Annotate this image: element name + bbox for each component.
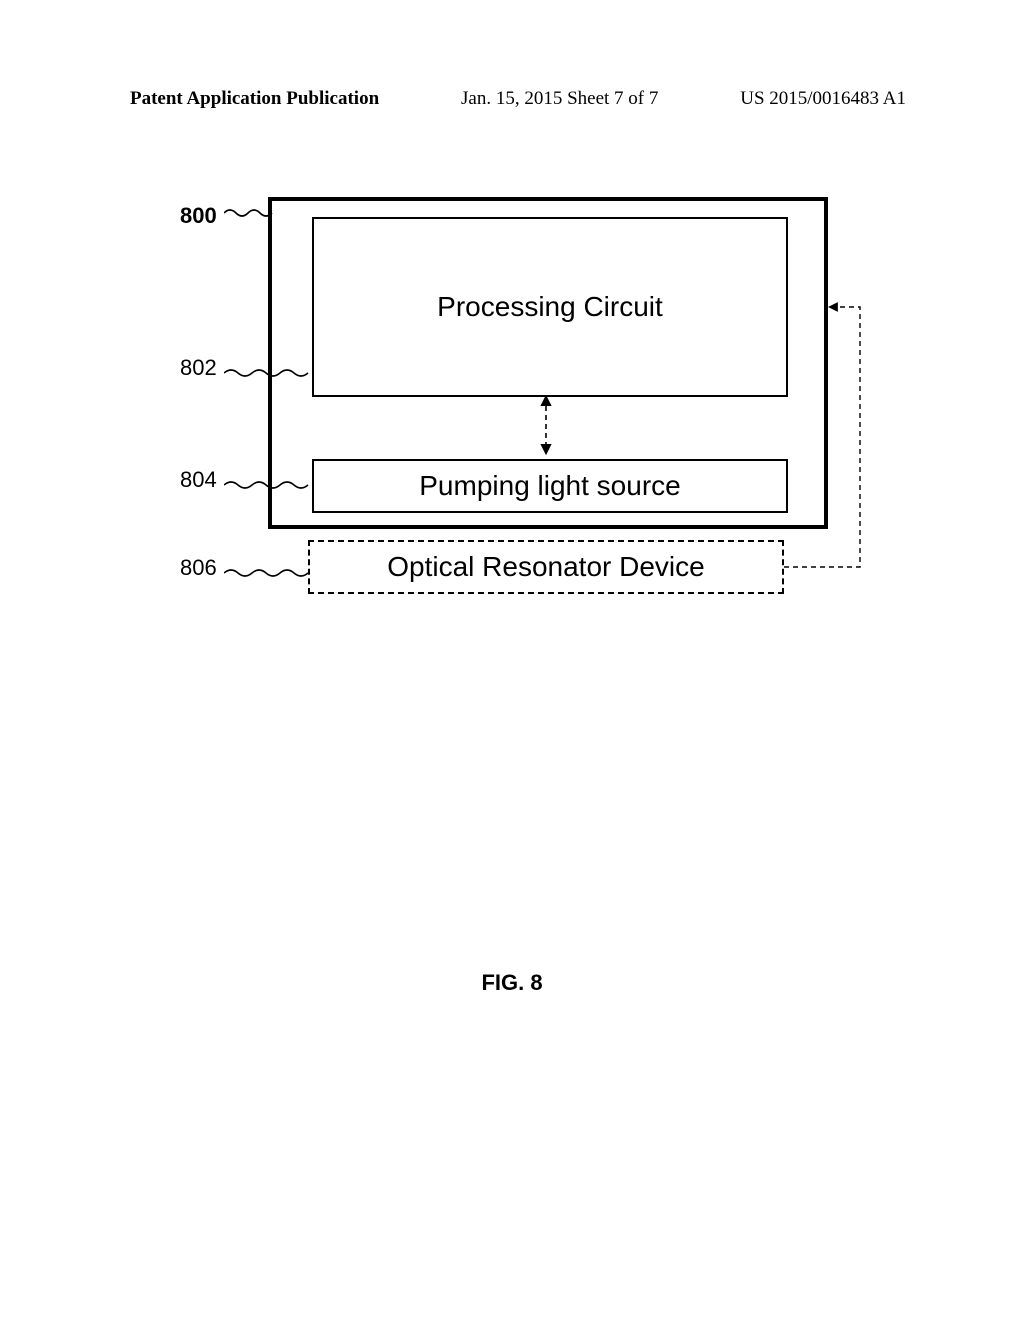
leader-800 xyxy=(224,205,274,223)
leader-804 xyxy=(224,477,314,495)
figure-label: FIG. 8 xyxy=(0,970,1024,996)
optical-resonator-box: Optical Resonator Device xyxy=(308,540,784,594)
ref-802: 802 xyxy=(180,355,217,381)
page-header: Patent Application Publication Jan. 15, … xyxy=(0,88,1024,110)
system-box-800: Processing Circuit Pumping light source xyxy=(268,197,828,529)
optical-resonator-label: Optical Resonator Device xyxy=(387,551,704,583)
pumping-light-source-box: Pumping light source xyxy=(312,459,788,513)
leader-802 xyxy=(224,365,314,383)
header-right: US 2015/0016483 A1 xyxy=(740,88,906,110)
header-mid: Jan. 15, 2015 Sheet 7 of 7 xyxy=(461,88,658,110)
ref-800: 800 xyxy=(180,203,217,229)
processing-circuit-label: Processing Circuit xyxy=(437,291,663,323)
ref-804: 804 xyxy=(180,467,217,493)
leader-806 xyxy=(224,565,314,583)
processing-circuit-box: Processing Circuit xyxy=(312,217,788,397)
pumping-light-source-label: Pumping light source xyxy=(419,470,680,502)
ref-806: 806 xyxy=(180,555,217,581)
block-diagram: Processing Circuit Pumping light source … xyxy=(200,195,880,635)
header-left: Patent Application Publication xyxy=(130,88,379,110)
